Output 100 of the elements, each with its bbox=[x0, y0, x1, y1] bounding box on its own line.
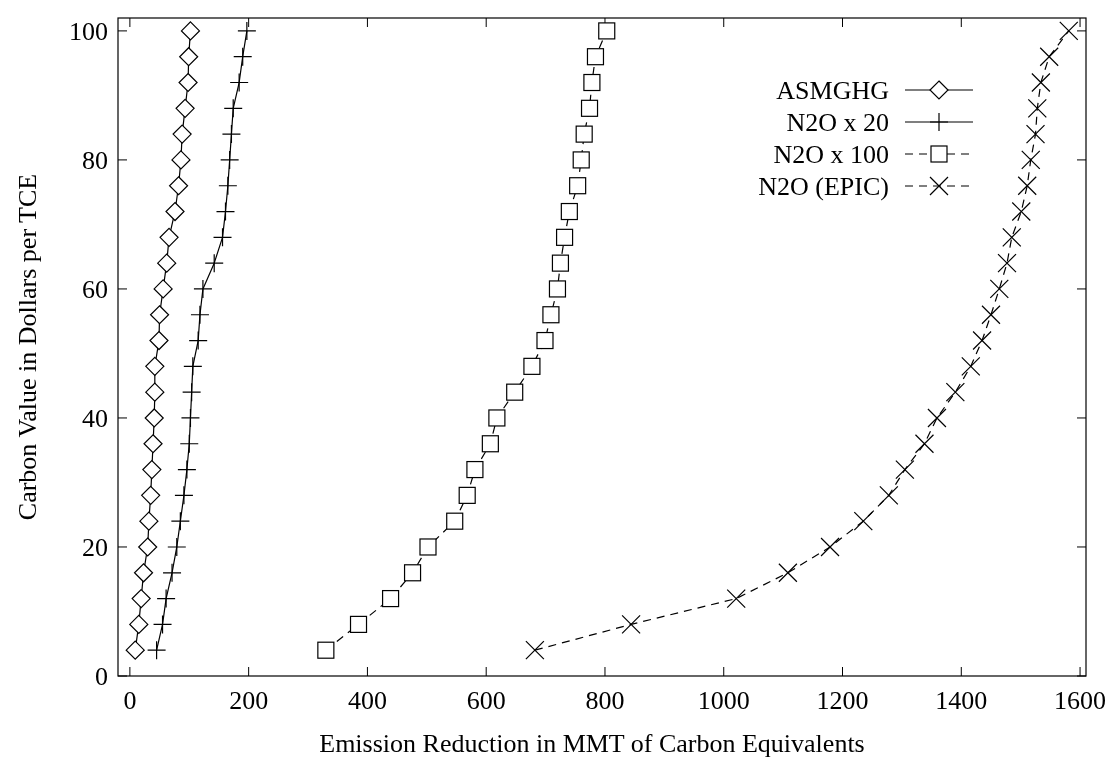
point bbox=[125, 640, 145, 660]
point bbox=[536, 331, 554, 350]
point bbox=[179, 47, 199, 67]
point bbox=[152, 614, 173, 634]
point bbox=[853, 511, 873, 531]
point bbox=[171, 150, 191, 170]
point bbox=[895, 459, 915, 480]
y-tick-label: 0 bbox=[95, 662, 108, 692]
point bbox=[560, 202, 578, 221]
point bbox=[820, 537, 840, 557]
point bbox=[1039, 47, 1059, 67]
point bbox=[153, 279, 173, 299]
point bbox=[349, 615, 368, 633]
point bbox=[621, 614, 641, 634]
point bbox=[551, 254, 570, 272]
x-tick-label: 600 bbox=[466, 686, 506, 715]
point bbox=[138, 537, 158, 557]
point bbox=[159, 227, 179, 247]
point bbox=[580, 99, 599, 117]
y-axis-title: Carbon Value in Dollars per TCE bbox=[13, 173, 42, 521]
point bbox=[180, 408, 201, 428]
point bbox=[145, 356, 165, 376]
point bbox=[141, 485, 161, 505]
point bbox=[149, 305, 170, 325]
point bbox=[381, 589, 400, 608]
point bbox=[945, 382, 965, 402]
x-tick-label: 1400 bbox=[935, 686, 988, 715]
point bbox=[165, 201, 185, 222]
point bbox=[212, 227, 233, 247]
point bbox=[1027, 98, 1047, 118]
point bbox=[143, 434, 163, 454]
point bbox=[215, 201, 236, 222]
point bbox=[1011, 201, 1031, 222]
point bbox=[149, 330, 169, 351]
point bbox=[144, 408, 164, 428]
point bbox=[961, 356, 981, 376]
point bbox=[972, 330, 992, 351]
point bbox=[446, 512, 464, 530]
point bbox=[1031, 72, 1051, 93]
y-tick-label: 60 bbox=[82, 275, 108, 305]
point bbox=[523, 357, 541, 375]
x-tick-label: 200 bbox=[229, 686, 269, 715]
x-tick-label: 1600 bbox=[1054, 686, 1107, 715]
point bbox=[914, 434, 935, 454]
x-tick-label: 1000 bbox=[697, 686, 750, 715]
x-tick-label: 400 bbox=[347, 686, 387, 715]
point bbox=[555, 228, 574, 246]
legend-label: ASMGHG bbox=[776, 76, 889, 106]
point bbox=[586, 48, 605, 66]
legend-label: N2O (EPIC) bbox=[758, 172, 889, 202]
point bbox=[145, 382, 165, 402]
point bbox=[572, 151, 590, 169]
point bbox=[1002, 227, 1022, 247]
point bbox=[481, 435, 499, 453]
point bbox=[1017, 176, 1037, 196]
y-tick-label: 80 bbox=[82, 146, 108, 176]
x-tick-label: 0 bbox=[123, 686, 137, 715]
x-axis-title: Emission Reduction in MMT of Carbon Equivalents bbox=[319, 729, 865, 758]
point bbox=[133, 563, 154, 583]
point bbox=[981, 305, 1001, 325]
y-tick-label: 40 bbox=[82, 404, 108, 434]
legend-label: N2O x 100 bbox=[773, 140, 889, 170]
point bbox=[175, 98, 195, 118]
point bbox=[927, 408, 947, 428]
x-tick-label: 1200 bbox=[816, 686, 869, 715]
point bbox=[598, 22, 616, 40]
point bbox=[458, 486, 476, 504]
point bbox=[575, 125, 593, 143]
point bbox=[139, 511, 159, 531]
point bbox=[403, 564, 422, 582]
point bbox=[1021, 150, 1041, 170]
legend-label: N2O x 20 bbox=[786, 108, 889, 138]
point bbox=[997, 253, 1017, 273]
point bbox=[142, 459, 162, 480]
point bbox=[129, 614, 149, 634]
point bbox=[542, 306, 560, 324]
point bbox=[131, 588, 151, 609]
point bbox=[1059, 21, 1079, 41]
point bbox=[726, 588, 746, 609]
point bbox=[1025, 124, 1046, 144]
point bbox=[172, 124, 192, 144]
point bbox=[778, 563, 798, 583]
point bbox=[525, 640, 545, 660]
point bbox=[317, 641, 335, 659]
point bbox=[879, 485, 899, 505]
point bbox=[178, 72, 198, 93]
y-tick-label: 20 bbox=[82, 533, 108, 563]
point bbox=[466, 460, 484, 479]
point bbox=[989, 279, 1009, 299]
point bbox=[488, 409, 506, 427]
y-tick-label: 100 bbox=[69, 17, 108, 46]
point bbox=[506, 383, 524, 401]
point bbox=[221, 124, 242, 144]
point bbox=[583, 73, 601, 92]
point bbox=[157, 253, 177, 273]
point bbox=[569, 177, 587, 195]
point bbox=[180, 21, 201, 41]
point bbox=[419, 538, 437, 556]
point bbox=[168, 176, 189, 196]
point bbox=[548, 280, 567, 298]
